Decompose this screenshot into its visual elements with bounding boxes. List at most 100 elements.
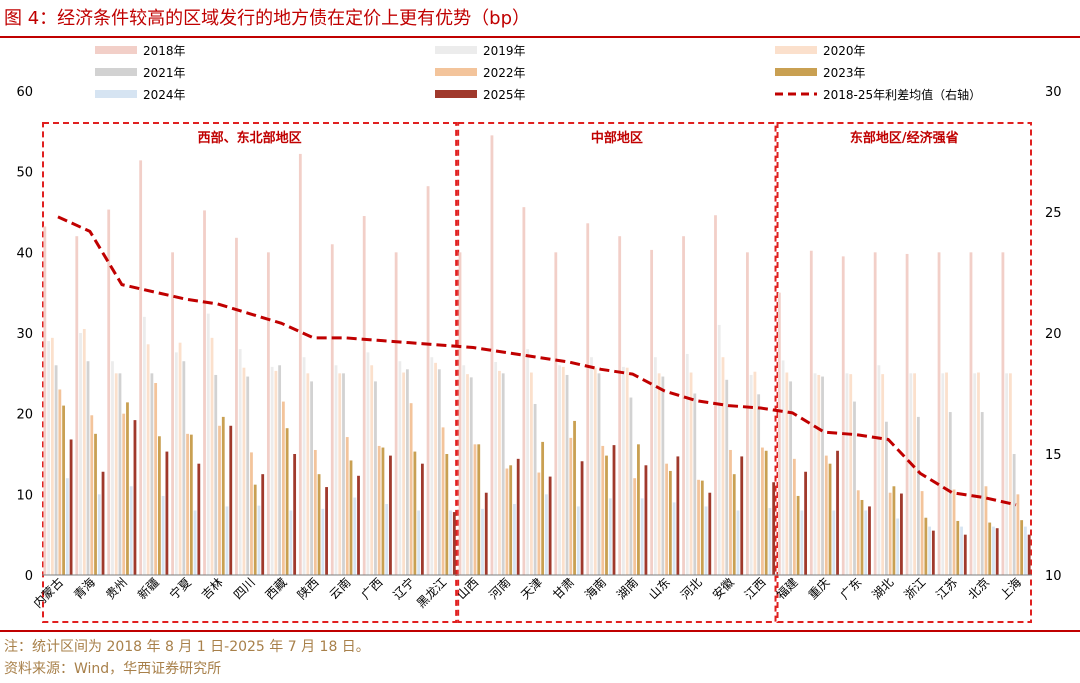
y-tick-label-6: 50 <box>16 166 33 181</box>
bar-1-10 <box>330 244 334 575</box>
bar-8-1 <box>69 439 73 575</box>
bar-5-24 <box>792 458 796 575</box>
x-tick-label-17: 甘肃 <box>550 575 577 602</box>
bar-2-7 <box>238 349 242 575</box>
bar-3-25 <box>817 374 821 575</box>
bar-3-2 <box>82 328 86 575</box>
bar-6-9 <box>317 474 321 575</box>
x-tick-label-12: 辽宁 <box>390 575 418 603</box>
y-tick-label-4: 30 <box>16 327 33 342</box>
x-tick-label-28: 浙江 <box>901 575 928 602</box>
bar-1-17 <box>554 252 558 575</box>
bar-1-8 <box>266 252 270 575</box>
bar-4-15 <box>501 373 505 575</box>
figure-title: 图 4：经济条件较高的区域发行的地方债在定价上更有优势（bp） <box>4 8 531 29</box>
bar-7-11 <box>385 504 389 575</box>
bar-1-24 <box>777 292 781 575</box>
bar-6-28 <box>924 517 928 575</box>
bar-7-18 <box>608 498 612 575</box>
x-tick-label-8: 西藏 <box>263 575 290 602</box>
bar-1-5 <box>171 252 174 575</box>
bar-5-31 <box>1016 494 1020 575</box>
bar-6-6 <box>221 416 225 575</box>
bar-8-3 <box>133 420 137 575</box>
bar-6-20 <box>668 470 672 575</box>
bar-4-5 <box>182 361 186 575</box>
bar-3-16 <box>529 372 533 575</box>
bar-2-3 <box>111 361 114 575</box>
bar-2-15 <box>494 362 498 575</box>
bar-7-8 <box>289 510 293 575</box>
bar-7-14 <box>481 508 484 575</box>
bar-7-10 <box>353 497 357 575</box>
y-tick-label-2: 10 <box>16 488 33 503</box>
bar-1-16 <box>522 207 526 575</box>
bar-1-13 <box>426 186 430 575</box>
bar-8-28 <box>931 530 935 575</box>
x-tick-label-31: 上海 <box>997 575 1025 603</box>
legend-swatch-7 <box>95 90 137 98</box>
legend-swatch-4 <box>95 68 137 76</box>
bar-7-4 <box>161 495 165 575</box>
x-tick-label-25: 重庆 <box>806 575 833 602</box>
bar-5-16 <box>537 472 541 575</box>
y2-tick-label-5: 30 <box>1045 85 1062 100</box>
bar-5-13 <box>441 427 445 575</box>
bar-6-10 <box>349 460 353 575</box>
bar-1-11 <box>362 216 366 575</box>
bar-6-13 <box>445 454 449 575</box>
bar-5-1 <box>58 389 62 575</box>
bar-5-21 <box>697 479 700 575</box>
y2-tick-label-2: 15 <box>1045 448 1062 463</box>
average-line-path <box>57 215 1017 507</box>
bar-4-23 <box>757 394 761 575</box>
bar-5-30 <box>984 486 988 575</box>
bar-1-9 <box>298 153 302 576</box>
bar-5-17 <box>569 437 573 575</box>
bar-6-21 <box>700 480 704 575</box>
legend-label-7: 2024年 <box>143 88 186 102</box>
bar-8-16 <box>548 476 552 575</box>
bar-3-7 <box>242 367 246 575</box>
bar-1-6 <box>203 210 206 575</box>
bar-8-7 <box>261 474 265 575</box>
bar-1-18 <box>586 223 590 576</box>
bar-6-11 <box>381 447 385 575</box>
bar-8-12 <box>420 463 424 575</box>
bar-4-24 <box>789 381 793 575</box>
bar-5-15 <box>505 468 509 575</box>
bar-4-31 <box>1012 454 1016 575</box>
bar-4-10 <box>342 373 345 575</box>
bar-5-14 <box>473 444 477 575</box>
x-tick-label-6: 吉林 <box>199 575 226 602</box>
bar-7-19 <box>640 498 644 575</box>
bar-8-19 <box>644 465 648 575</box>
bar-5-23 <box>761 447 764 575</box>
bar-8-20 <box>676 456 680 575</box>
bar-3-21 <box>689 372 693 575</box>
bar-1-31 <box>1001 252 1005 575</box>
x-tick-label-26: 广东 <box>838 575 865 602</box>
bar-4-13 <box>437 369 441 575</box>
x-tick-label-21: 河北 <box>678 575 705 602</box>
title-rule <box>0 36 1080 38</box>
bar-2-20 <box>653 357 657 575</box>
bar-4-11 <box>374 381 377 575</box>
bar-7-13 <box>449 510 452 575</box>
bar-2-23 <box>749 374 753 575</box>
bar-6-22 <box>732 474 736 575</box>
bar-2-13 <box>430 357 434 575</box>
bar-1-2 <box>75 236 79 575</box>
bar-7-25 <box>832 510 836 575</box>
bar-4-21 <box>693 393 697 575</box>
average-line <box>57 215 1017 507</box>
bar-6-7 <box>253 484 257 575</box>
bar-8-21 <box>708 492 712 575</box>
legend-swatch-1 <box>95 46 137 54</box>
y-tick-label-5: 40 <box>16 246 33 261</box>
bar-2-24 <box>781 360 785 575</box>
bar-5-8 <box>281 401 285 575</box>
bar-6-12 <box>413 451 417 575</box>
bar-5-29 <box>952 489 956 575</box>
y-tick-label-1: 0 <box>25 569 33 584</box>
